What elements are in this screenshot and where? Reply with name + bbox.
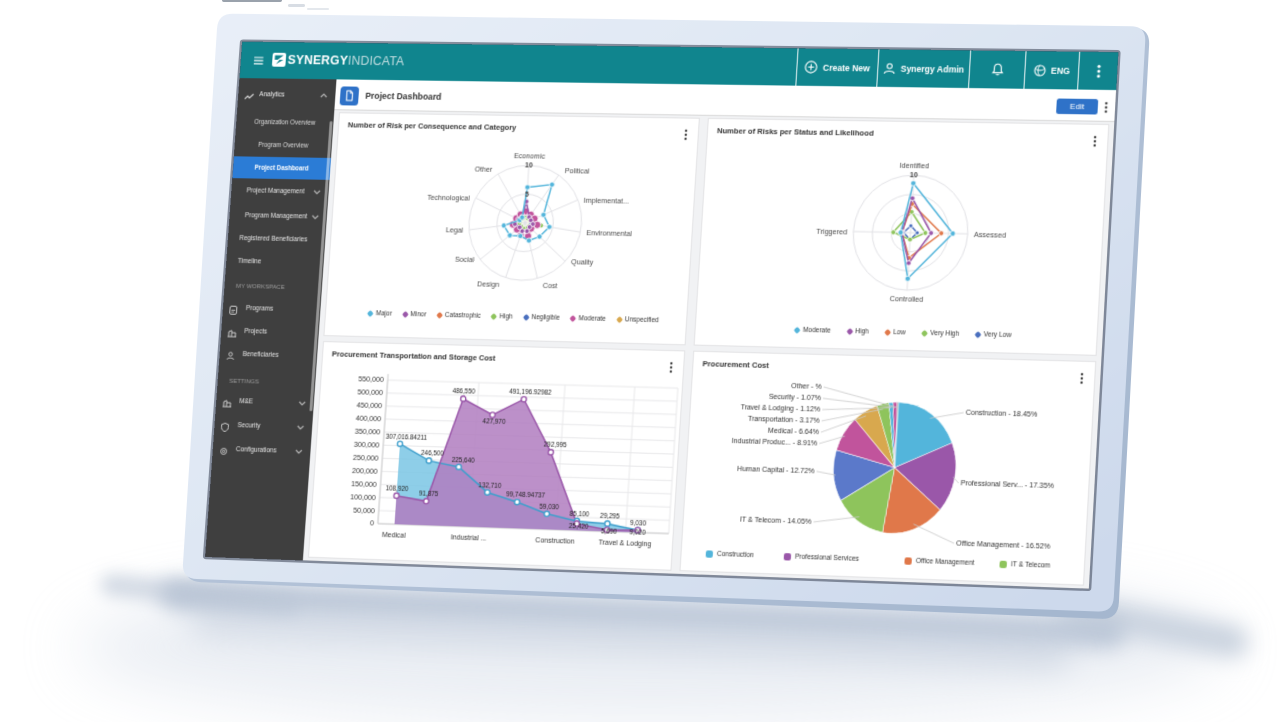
svg-text:350,000: 350,000: [355, 429, 381, 437]
svg-text:Human Capital - 12.72%: Human Capital - 12.72%: [737, 466, 815, 476]
svg-text:25,420: 25,420: [569, 523, 590, 531]
svg-text:225,640: 225,640: [451, 456, 475, 464]
svg-text:200,000: 200,000: [352, 468, 378, 476]
svg-text:Triggered: Triggered: [816, 229, 848, 237]
svg-text:Construction - 18.45%: Construction - 18.45%: [966, 409, 1038, 419]
svg-text:Other: Other: [474, 166, 493, 174]
svg-text:100,000: 100,000: [350, 494, 376, 502]
svg-text:Security - 1.07%: Security - 1.07%: [769, 394, 821, 403]
svg-text:307,016.84211: 307,016.84211: [385, 433, 427, 442]
svg-text:250,000: 250,000: [353, 455, 379, 463]
svg-text:10: 10: [910, 172, 919, 180]
svg-text:450,000: 450,000: [356, 403, 382, 411]
svg-text:9,020: 9,020: [629, 529, 646, 537]
svg-text:5,690: 5,690: [601, 529, 618, 537]
svg-text:Technological: Technological: [427, 195, 471, 203]
svg-text:5: 5: [525, 192, 530, 199]
svg-text:Industrial ...: Industrial ...: [450, 534, 486, 543]
svg-text:Cost: Cost: [543, 282, 558, 290]
svg-text:150,000: 150,000: [351, 481, 377, 489]
svg-text:Environmental: Environmental: [586, 230, 633, 238]
svg-text:Industrial Produc... - 8.91%: Industrial Produc... - 8.91%: [731, 438, 817, 448]
svg-text:59,030: 59,030: [539, 503, 560, 511]
svg-text:Implementat...: Implementat...: [583, 198, 629, 206]
svg-text:491,196.92982: 491,196.92982: [509, 389, 552, 398]
svg-text:Travel & Lodging - 1.12%: Travel & Lodging - 1.12%: [740, 404, 820, 414]
svg-text:486,550: 486,550: [452, 388, 476, 396]
svg-text:500,000: 500,000: [357, 390, 383, 398]
svg-text:0: 0: [370, 521, 375, 528]
svg-text:Controlled: Controlled: [890, 296, 924, 304]
svg-text:427,970: 427,970: [482, 419, 506, 427]
svg-text:400,000: 400,000: [355, 416, 381, 424]
svg-text:132,710: 132,710: [478, 482, 502, 490]
svg-text:Design: Design: [477, 281, 500, 289]
svg-text:Political: Political: [565, 168, 590, 176]
svg-text:300,000: 300,000: [354, 442, 380, 450]
svg-text:108,920: 108,920: [385, 485, 409, 493]
svg-text:91,875: 91,875: [419, 491, 439, 499]
svg-text:99,748.94737: 99,748.94737: [506, 491, 546, 500]
svg-text:Office Management - 16.52%: Office Management - 16.52%: [956, 540, 1051, 551]
svg-text:Medical: Medical: [382, 532, 407, 540]
svg-text:Social: Social: [455, 257, 475, 265]
svg-text:9,030: 9,030: [630, 519, 647, 527]
svg-text:50,000: 50,000: [353, 507, 375, 515]
svg-text:Travel & Lodging: Travel & Lodging: [598, 539, 651, 548]
svg-text:29,295: 29,295: [600, 513, 621, 521]
svg-text:85,100: 85,100: [569, 510, 590, 518]
svg-text:IT & Telecom - 14.05%: IT & Telecom - 14.05%: [740, 516, 812, 526]
svg-text:Economic: Economic: [514, 153, 546, 161]
svg-text:Medical - 6.64%: Medical - 6.64%: [768, 427, 819, 436]
svg-text:Identified: Identified: [899, 163, 929, 171]
svg-text:Transportation - 3.17%: Transportation - 3.17%: [747, 416, 819, 426]
svg-text:Quality: Quality: [571, 259, 594, 267]
svg-text:292,995: 292,995: [543, 442, 567, 450]
svg-text:10: 10: [525, 162, 533, 169]
svg-text:550,000: 550,000: [358, 377, 384, 385]
svg-text:Legal: Legal: [446, 227, 464, 235]
svg-text:Construction: Construction: [535, 537, 575, 546]
svg-text:Professional Serv... - 17.35%: Professional Serv... - 17.35%: [960, 480, 1054, 490]
svg-text:246,500: 246,500: [421, 450, 445, 458]
svg-text:Assessed: Assessed: [974, 232, 1007, 240]
svg-text:Other - %: Other - %: [791, 383, 822, 391]
